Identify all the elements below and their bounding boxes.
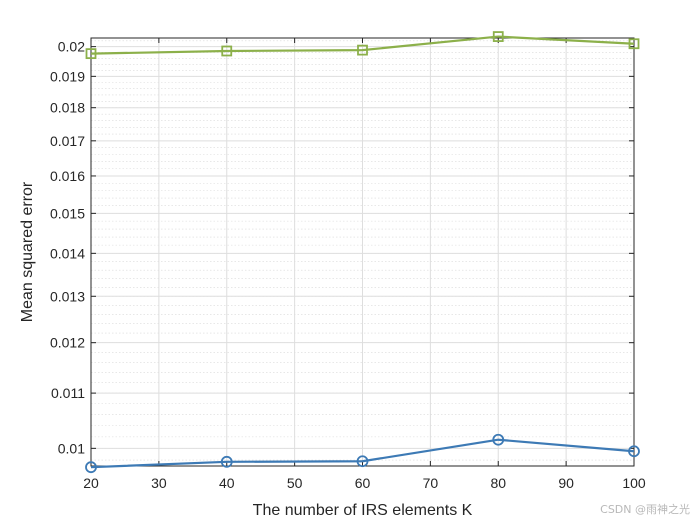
- y-tick-label: 0.014: [50, 245, 85, 261]
- series-2-point: [492, 433, 505, 446]
- x-tick-label: 50: [287, 475, 303, 491]
- y-tick-label: 0.011: [51, 385, 85, 401]
- series-1-point: [628, 38, 640, 50]
- y-tick-label: 0.01: [58, 440, 85, 456]
- series-1-point: [85, 48, 97, 60]
- axis-ticks: 0.01 0.011 0.012 0.013 0.014 0.015 0.016 0.017 0…: [50, 38, 646, 491]
- series-2-line: [90, 438, 635, 469]
- y-tick-label: 0.016: [50, 168, 85, 184]
- x-tick-label: 100: [622, 475, 646, 491]
- series-1-point: [492, 31, 504, 42]
- series-2-point: [628, 445, 640, 458]
- x-tick-label: 80: [490, 475, 506, 491]
- series-layer: [85, 31, 640, 474]
- x-tick-label: 40: [219, 475, 235, 491]
- y-tick-label: 0.017: [50, 133, 85, 149]
- x-tick-label: 60: [355, 475, 371, 491]
- x-tick-label: 30: [151, 475, 167, 491]
- x-tick-label: 90: [558, 475, 574, 491]
- x-axis-label: The number of IRS elements K: [253, 502, 473, 519]
- y-tick-label: 0.013: [50, 288, 85, 304]
- x-tick-label: 70: [423, 475, 439, 491]
- y-tick-label: 0.015: [50, 205, 85, 221]
- series-1-line: [90, 35, 635, 55]
- y-tick-label: 0.012: [50, 335, 85, 351]
- y-tick-label: 0.018: [50, 100, 85, 116]
- y-tick-label: 0.019: [50, 68, 85, 84]
- y-axis-label: Mean squared error: [19, 181, 36, 322]
- series-1-point: [357, 44, 368, 56]
- series-2-point: [220, 455, 233, 468]
- x-tick-label: 20: [83, 475, 99, 491]
- series-2-point: [356, 455, 369, 468]
- series-1-point: [221, 45, 233, 57]
- series-2-point: [85, 461, 97, 474]
- watermark: CSDN @雨神之光: [600, 503, 690, 516]
- major-grid: [90, 38, 635, 466]
- y-tick-label: 0.02: [58, 39, 85, 55]
